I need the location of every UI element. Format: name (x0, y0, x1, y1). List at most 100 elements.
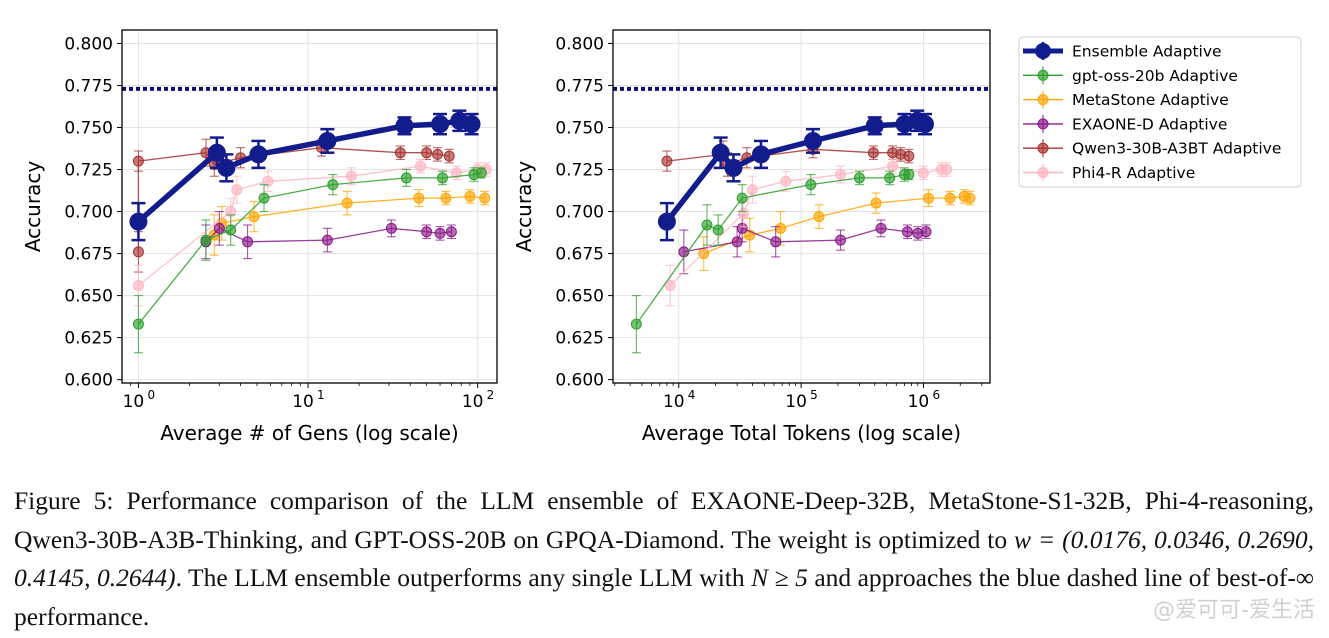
figure-caption: Figure 5: Performance comparison of the … (14, 482, 1314, 636)
series-metastone-adaptive (208, 189, 491, 256)
y-tick-label: 0.600 (64, 371, 113, 391)
series-ensemble-adaptive (657, 109, 935, 242)
data-point (920, 226, 932, 238)
y-tick-label: 0.675 (555, 245, 604, 265)
series-gpt-oss-20b-adaptive (630, 167, 915, 354)
caption-text-1: Figure 5: Performance comparison of the … (14, 486, 1314, 554)
data-point (870, 197, 882, 209)
y-tick-label: 0.700 (64, 203, 113, 223)
data-point (258, 192, 270, 204)
legend-marker (1037, 69, 1049, 81)
legend-item: MetaStone Adaptive (1023, 90, 1229, 109)
data-point (964, 192, 976, 204)
data-point (813, 211, 825, 223)
series-qwen3-30b-a3bt-adaptive (132, 138, 455, 273)
data-point (132, 280, 144, 292)
data-point (479, 192, 491, 204)
y-tick-label: 0.750 (64, 118, 113, 138)
y-tick-label: 0.700 (555, 203, 604, 223)
data-point (464, 190, 476, 202)
data-point (923, 192, 935, 204)
series-line (137, 172, 482, 325)
legend-box (1018, 36, 1302, 188)
x-tick-exponent: 1 (317, 388, 325, 402)
data-point (724, 158, 743, 177)
data-point (770, 236, 782, 248)
data-point (132, 318, 144, 330)
data-point (242, 236, 254, 248)
data-point (318, 131, 337, 150)
y-tick-label: 0.800 (555, 34, 604, 54)
data-point (475, 167, 487, 179)
legend-marker (1035, 43, 1051, 59)
data-point (867, 147, 879, 159)
data-point (903, 150, 915, 162)
legend-label: MetaStone Adaptive (1072, 91, 1229, 109)
legend-item: EXAONE-D Adaptive (1023, 114, 1227, 133)
x-tick-exponent: 0 (147, 388, 155, 402)
y-tick-label: 0.625 (64, 329, 113, 349)
x-tick-exponent: 2 (487, 388, 495, 402)
y-tick-label: 0.725 (64, 161, 113, 181)
data-point (132, 246, 144, 258)
y-tick-label: 0.800 (64, 34, 113, 54)
data-point (944, 192, 956, 204)
data-point (395, 116, 414, 135)
legend-marker (1037, 94, 1049, 106)
data-point (746, 184, 758, 196)
chart-panel-1: 0.600 0.625 0.650 0.675 0.700 0.725 0.750 0.775… (21, 29, 498, 445)
legend-label: gpt-oss-20b Adaptive (1072, 67, 1238, 85)
data-point (664, 280, 676, 292)
x-tick-exponent: 6 (932, 388, 940, 402)
y-tick-label: 0.600 (555, 371, 604, 391)
data-point (884, 172, 896, 184)
legend-label: Ensemble Adaptive (1072, 43, 1222, 61)
data-point (413, 192, 425, 204)
series-phi4-r-adaptive (664, 158, 953, 307)
chart-panel-2: 0.600 0.625 0.650 0.675 0.700 0.725 0.750 0.775… (512, 29, 991, 445)
x-tick-label: 10 (292, 392, 314, 412)
data-point (231, 184, 243, 196)
caption-text-3: and approaches the blue dashed line of b… (14, 563, 1314, 631)
caption-math-weight: w = (0.0176, 0.0346, 0.2690, 0.4145, 0.2… (14, 524, 1314, 593)
data-point (400, 172, 412, 184)
data-point (738, 207, 750, 219)
data-point (780, 175, 792, 187)
x-axis-label: Average # of Gens (log scale) (160, 421, 458, 445)
legend-item: gpt-oss-20b Adaptive (1023, 66, 1238, 85)
plot-frame (121, 29, 498, 384)
y-tick-label: 0.650 (555, 287, 604, 307)
legend-label: EXAONE-D Adaptive (1072, 115, 1227, 133)
data-point (200, 234, 212, 246)
x-axis-label: Average Total Tokens (log scale) (642, 421, 961, 445)
x-tick-exponent: 5 (810, 388, 818, 402)
data-point (736, 222, 748, 234)
series-exaone-d-adaptive (678, 214, 932, 275)
data-point (736, 192, 748, 204)
data-point (445, 226, 457, 238)
data-point (385, 222, 397, 234)
data-point (865, 116, 884, 135)
legend-item: Ensemble Adaptive (1023, 42, 1222, 61)
data-point (421, 147, 433, 159)
data-point (775, 222, 787, 234)
data-point (887, 160, 899, 172)
legend-marker (1037, 142, 1049, 154)
y-tick-label: 0.650 (64, 287, 113, 307)
data-point (751, 145, 770, 164)
data-point (129, 212, 148, 231)
data-point (835, 169, 847, 181)
data-point (436, 172, 448, 184)
y-tick-label: 0.775 (64, 76, 113, 96)
data-point (341, 197, 353, 209)
legend-marker (1037, 118, 1049, 130)
series-gpt-oss-20b-adaptive (132, 167, 487, 354)
legend-label: Qwen3-30B-A3BT Adaptive (1072, 140, 1281, 158)
data-point (248, 211, 260, 223)
y-tick-label: 0.625 (555, 329, 604, 349)
data-point (443, 150, 455, 162)
data-point (657, 212, 676, 231)
data-point (835, 234, 847, 246)
data-point (262, 175, 274, 187)
data-point (698, 248, 710, 260)
